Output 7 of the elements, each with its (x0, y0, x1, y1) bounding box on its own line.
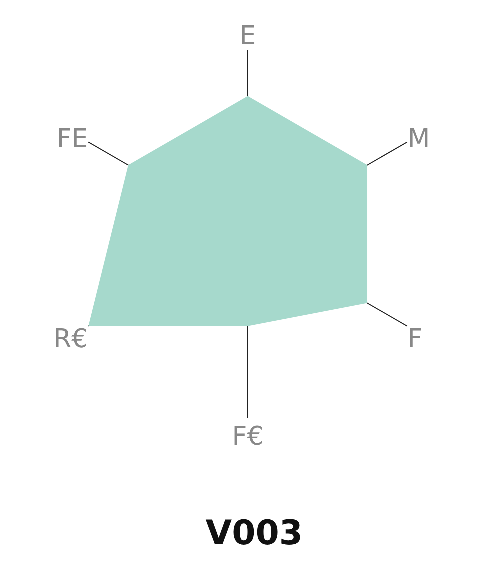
spoke-label: E (240, 22, 256, 52)
text: V003 (206, 513, 304, 554)
spoke-label: FE (56, 124, 88, 154)
spoke-label: M (408, 124, 430, 154)
spoke-label: F (408, 324, 423, 354)
spoke-label: R€ (54, 324, 88, 354)
spoke-label: F€ (232, 422, 264, 452)
